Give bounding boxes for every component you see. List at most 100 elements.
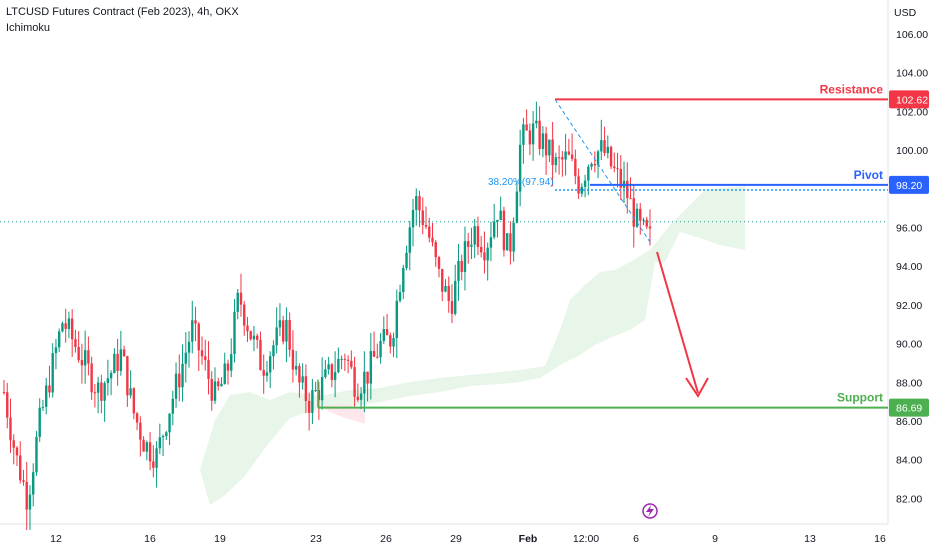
fib-label: 38.20%(97.94) bbox=[488, 177, 554, 188]
resistance-label: Resistance bbox=[820, 82, 884, 96]
fib-trend-line[interactable] bbox=[554, 99, 653, 246]
candle-body bbox=[294, 366, 298, 370]
candle-body bbox=[363, 371, 366, 394]
candle-body bbox=[528, 130, 532, 145]
candle-body bbox=[496, 219, 499, 222]
candle-body bbox=[301, 376, 304, 383]
candle-body bbox=[613, 166, 616, 169]
candle-body bbox=[330, 364, 334, 380]
candle-body bbox=[346, 359, 350, 361]
candle-body bbox=[405, 252, 408, 268]
candle-body bbox=[541, 133, 545, 149]
candle-body bbox=[411, 209, 415, 228]
candle-body bbox=[359, 393, 363, 400]
candle-body bbox=[109, 372, 113, 379]
candle-body bbox=[226, 363, 230, 371]
candle-body bbox=[457, 260, 460, 281]
candle-body bbox=[19, 455, 22, 481]
price-axis-tick: 94.00 bbox=[896, 261, 922, 273]
candle-body bbox=[590, 163, 593, 167]
candle-body bbox=[544, 133, 548, 156]
projection-arrow-shaft[interactable] bbox=[656, 251, 699, 394]
candle-body bbox=[132, 388, 136, 414]
candle-body bbox=[213, 381, 217, 401]
candle-body bbox=[460, 260, 463, 273]
candle-body bbox=[509, 233, 512, 252]
candle-body bbox=[249, 331, 252, 340]
price-axis-tick: 86.00 bbox=[896, 416, 922, 428]
price-axis-tick: 96.00 bbox=[896, 223, 922, 235]
candle-body bbox=[379, 341, 382, 358]
candle-body bbox=[580, 186, 584, 194]
candle-body bbox=[320, 376, 324, 401]
candle-body bbox=[428, 226, 431, 238]
candle-body bbox=[207, 359, 210, 380]
time-axis-tick: 29 bbox=[450, 533, 462, 545]
candle-body bbox=[415, 196, 418, 210]
price-axis-tick: 106.00 bbox=[896, 29, 928, 41]
time-axis-tick: 9 bbox=[712, 533, 718, 545]
support-price-badge bbox=[889, 398, 929, 417]
candle-body bbox=[476, 226, 480, 247]
candle-body bbox=[376, 356, 379, 358]
candle-body bbox=[561, 157, 564, 160]
candle-body bbox=[285, 319, 288, 342]
candle-body bbox=[217, 381, 220, 387]
candle-body bbox=[233, 311, 236, 355]
candle-body bbox=[402, 267, 405, 293]
candle-body bbox=[93, 392, 97, 394]
candle-body bbox=[538, 120, 541, 149]
candle-body bbox=[246, 325, 249, 332]
candle-body bbox=[275, 327, 278, 346]
support-label: Support bbox=[837, 391, 883, 405]
candle-body bbox=[467, 241, 470, 247]
candle-body bbox=[385, 329, 389, 336]
resistance-price-badge bbox=[889, 90, 929, 109]
candle-body bbox=[35, 436, 38, 473]
chart-title[interactable]: LTCUSD Futures Contract (Feb 2023), 4h, … bbox=[6, 6, 239, 18]
candle-body bbox=[350, 360, 353, 368]
candle-body bbox=[307, 401, 311, 413]
candle-body bbox=[77, 346, 80, 361]
candle-body bbox=[122, 349, 126, 357]
candle-body bbox=[148, 442, 152, 462]
candle-body bbox=[38, 407, 41, 437]
projection-arrow-head bbox=[685, 377, 709, 398]
candle-body bbox=[239, 292, 243, 305]
candle-body bbox=[421, 210, 424, 226]
candle-body bbox=[629, 198, 632, 200]
candle-body bbox=[96, 382, 100, 393]
time-axis-tick: Feb bbox=[519, 533, 538, 545]
candle-body bbox=[259, 339, 262, 370]
candle-body bbox=[600, 140, 603, 152]
candle-body bbox=[265, 372, 269, 376]
candle-body bbox=[191, 320, 194, 342]
candle-body bbox=[6, 392, 9, 418]
price-axis-tick: 102.00 bbox=[896, 106, 928, 118]
candle-body bbox=[645, 219, 648, 227]
price-axis-tick: 84.00 bbox=[896, 455, 922, 467]
candle-body bbox=[25, 481, 28, 510]
candle-body bbox=[441, 268, 444, 292]
candle-body bbox=[298, 366, 301, 383]
candle-body bbox=[548, 139, 551, 156]
candle-body bbox=[499, 210, 502, 220]
candle-body bbox=[145, 442, 149, 452]
candle-body bbox=[642, 219, 645, 221]
candle-body bbox=[291, 349, 295, 370]
candle-body bbox=[632, 198, 635, 227]
candle-body bbox=[337, 359, 340, 373]
candle-body bbox=[606, 146, 609, 154]
candle-body bbox=[369, 351, 373, 384]
candle-body bbox=[577, 176, 580, 194]
time-axis-tick: 26 bbox=[380, 533, 392, 545]
candle-body bbox=[57, 331, 61, 348]
candle-body bbox=[557, 157, 561, 159]
time-axis-tick: 12 bbox=[50, 533, 62, 545]
indicator-label[interactable]: Ichimoku bbox=[6, 22, 51, 34]
candle-body bbox=[32, 472, 35, 495]
pivot-price-badge-text: 98.20 bbox=[896, 180, 922, 192]
candle-body bbox=[83, 350, 87, 366]
time-axis-tick: 16 bbox=[874, 533, 886, 545]
